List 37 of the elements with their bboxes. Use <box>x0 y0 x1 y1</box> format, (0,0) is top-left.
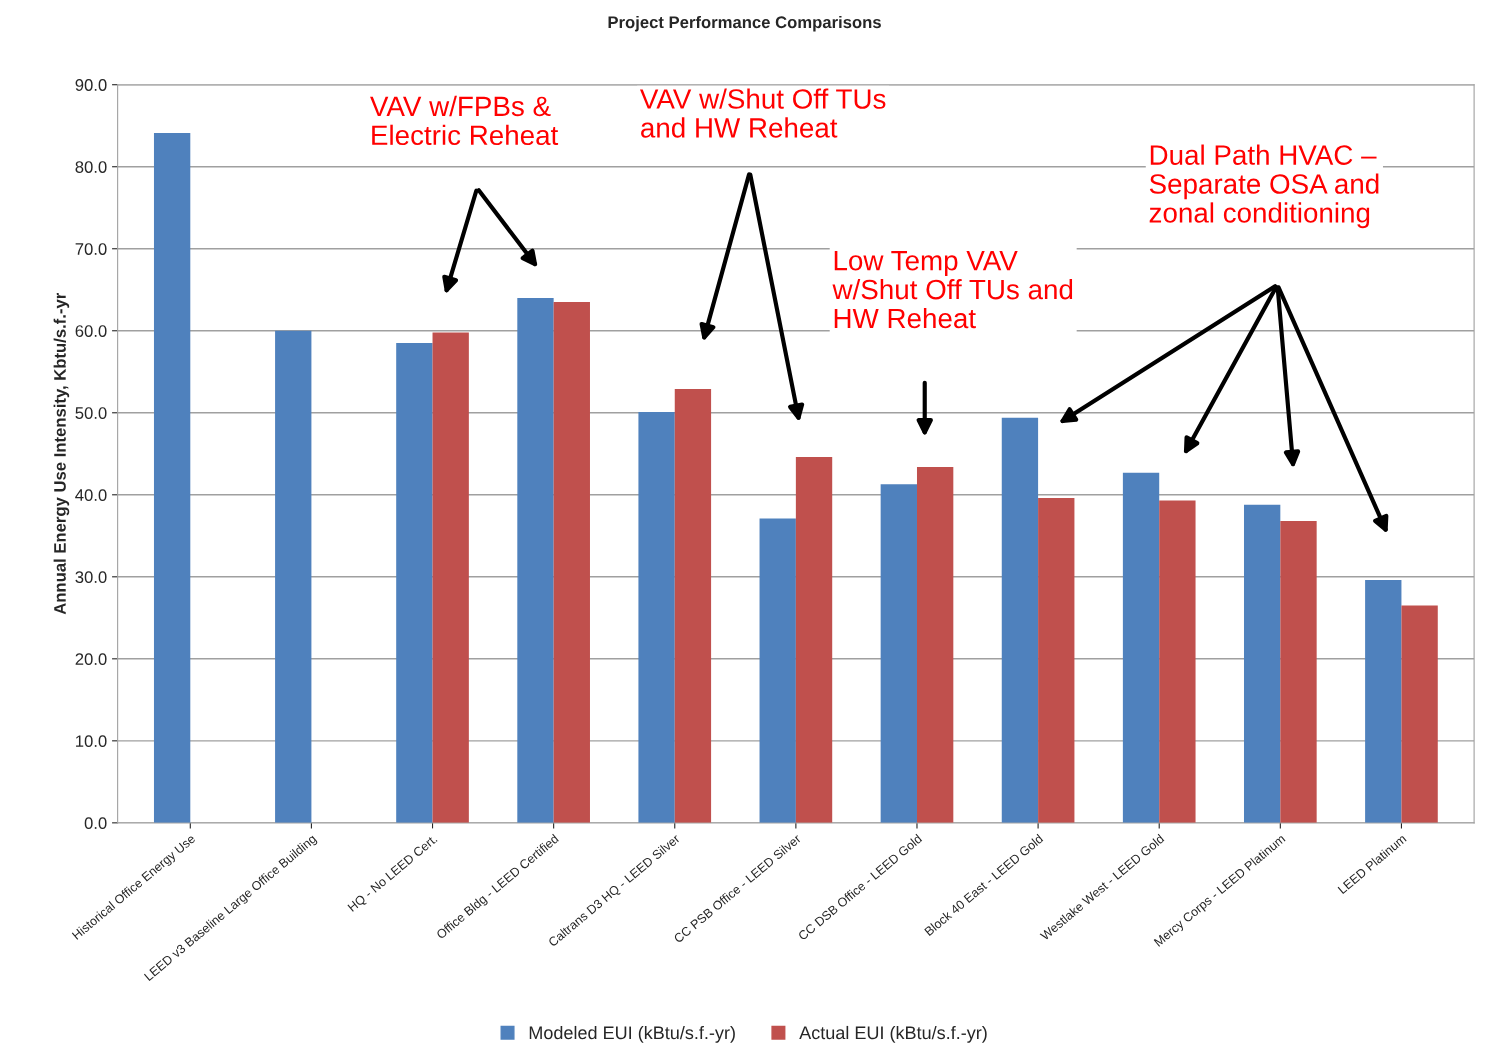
bar <box>553 302 590 823</box>
annotation: VAV w/Shut Off TUs and HW Reheat <box>640 88 886 138</box>
legend-label: Actual EUI (kBtu/s.f.-yr) <box>799 1025 987 1043</box>
legend-label: Modeled EUI (kBtu/s.f.-yr) <box>529 1025 735 1043</box>
bar <box>396 343 433 823</box>
bar <box>674 388 712 823</box>
bar <box>1243 504 1281 823</box>
annotation: Dual Path HVAC – Separate OSA and zonal conditioning <box>1149 144 1379 229</box>
y-tick-label: 60.0 <box>75 325 107 337</box>
bar <box>1122 472 1160 823</box>
bar <box>880 484 917 823</box>
bar <box>916 466 954 823</box>
y-tick-label: 30.0 <box>75 571 107 584</box>
y-tick-label: 90.0 <box>75 79 107 91</box>
bar <box>1001 417 1039 823</box>
bar <box>1038 498 1075 823</box>
y-tick-label: 10.0 <box>76 735 107 748</box>
y-tick-label: 0.0 <box>84 817 107 830</box>
bar <box>795 457 833 823</box>
annotation: VAV w/FPBs & Electric Reheat <box>370 95 559 146</box>
bar <box>759 518 796 823</box>
bar <box>153 133 191 823</box>
y-tick-label: 50.0 <box>75 407 107 419</box>
bar <box>1365 580 1402 823</box>
bar <box>275 330 312 823</box>
y-tick-label: 20.0 <box>75 653 107 666</box>
bar <box>1159 500 1196 823</box>
chart-title: Project Performance Comparisons <box>608 15 881 32</box>
bar <box>432 332 469 823</box>
bar <box>517 297 554 823</box>
y-tick-label: 40.0 <box>75 489 107 501</box>
bar <box>1401 605 1438 823</box>
y-tick-label: 80.0 <box>75 161 107 173</box>
annotation: Low Temp VAV w/Shut Off TUs and HW Reheat <box>832 251 1073 329</box>
y-axis-title: Annual Energy Use Intensity, Kbtu/s.f.-yr <box>53 293 70 615</box>
bar <box>638 411 675 823</box>
y-tick-label: 70.0 <box>75 243 107 255</box>
